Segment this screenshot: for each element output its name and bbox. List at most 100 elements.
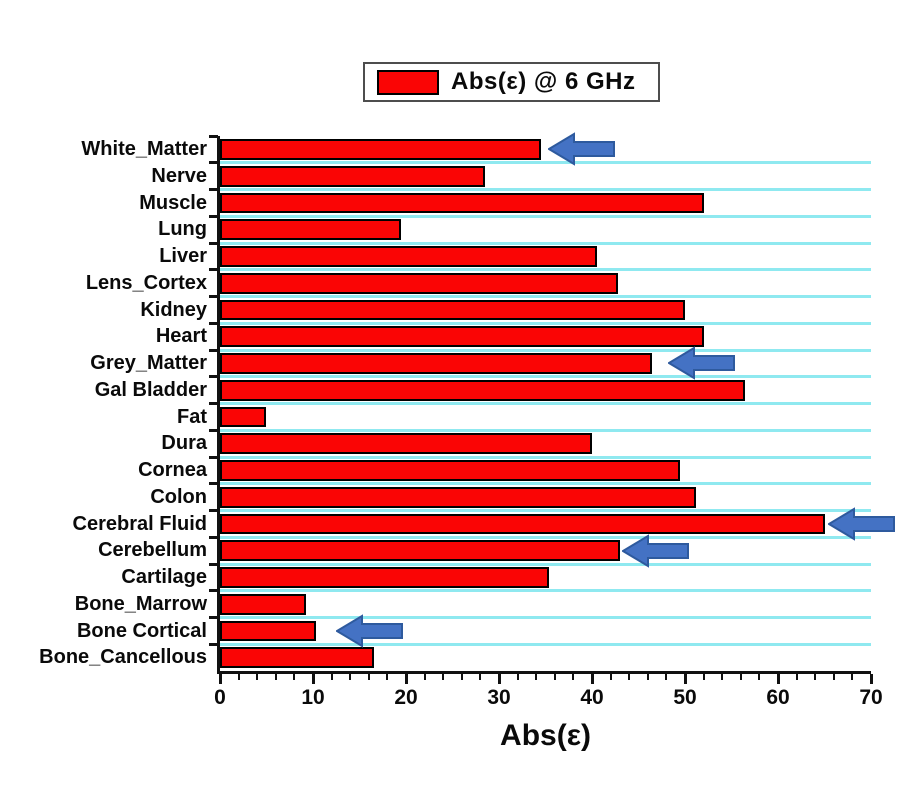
left-arrow-icon xyxy=(827,507,895,546)
gridline xyxy=(220,241,871,245)
bar xyxy=(220,647,375,668)
x-minor-tick xyxy=(665,674,668,680)
category-label: Cerebral Fluid xyxy=(72,512,207,535)
bar xyxy=(220,433,592,454)
x-tick-label: 30 xyxy=(487,686,511,709)
gridline xyxy=(220,535,871,539)
legend-swatch xyxy=(377,69,439,95)
gridline xyxy=(220,321,871,325)
x-tick-label: 20 xyxy=(394,686,418,709)
category-label: Kidney xyxy=(140,298,207,321)
y-tick xyxy=(209,642,218,646)
x-minor-tick xyxy=(479,674,482,680)
bar xyxy=(220,272,619,294)
bar xyxy=(220,567,550,588)
x-tick-label: 40 xyxy=(580,686,604,709)
bar xyxy=(220,406,266,428)
y-tick xyxy=(209,321,218,325)
bar xyxy=(220,513,825,535)
category-label: Cornea xyxy=(138,459,207,481)
bar xyxy=(220,165,486,187)
x-minor-tick xyxy=(832,674,835,680)
x-major-tick xyxy=(590,674,594,684)
y-tick xyxy=(209,402,218,405)
category-label: Nerve xyxy=(151,164,207,187)
x-minor-tick xyxy=(795,674,798,680)
x-major-tick xyxy=(869,674,873,684)
x-minor-tick xyxy=(460,674,463,680)
x-minor-tick xyxy=(330,674,333,680)
bar xyxy=(220,486,697,508)
x-minor-tick xyxy=(609,674,612,680)
gridline xyxy=(220,589,871,593)
x-tick-label: 0 xyxy=(214,686,226,709)
y-tick xyxy=(209,589,218,593)
gridline xyxy=(220,268,871,272)
bar xyxy=(220,540,620,561)
bar xyxy=(220,299,685,321)
category-labels: White_Matter Nerve Muscle Lung Liver Lens_Cor… xyxy=(0,136,207,671)
bar xyxy=(220,620,316,642)
x-minor-tick xyxy=(442,674,445,680)
plot-area: Abs(ε) 0 10 20 30 40 50 60 70 xyxy=(209,134,883,752)
gridline xyxy=(220,348,871,352)
legend: Abs(ε) @ 6 GHz xyxy=(363,62,660,102)
x-tick-label: 60 xyxy=(766,686,790,709)
left-arrow-icon xyxy=(547,132,616,171)
bar xyxy=(220,379,745,401)
category-label: Liver xyxy=(159,245,207,267)
category-label: Fat xyxy=(177,405,207,428)
x-minor-tick xyxy=(702,674,705,680)
y-tick xyxy=(209,509,218,512)
category-label: Cerebellum xyxy=(98,539,207,562)
bar xyxy=(220,353,653,374)
x-minor-tick xyxy=(237,674,240,680)
y-tick xyxy=(209,241,218,245)
gridline xyxy=(220,295,871,298)
gridline xyxy=(220,509,871,512)
category-label: Muscle xyxy=(139,191,207,214)
x-minor-tick xyxy=(739,674,742,680)
x-minor-tick xyxy=(423,674,426,680)
category-label: Lens_Cortex xyxy=(85,271,207,294)
category-label: Bone Cortical xyxy=(76,619,207,642)
x-major-tick xyxy=(776,674,780,684)
x-minor-tick xyxy=(256,674,259,680)
gridline xyxy=(220,562,871,566)
category-label: Grey_Matter xyxy=(90,352,207,374)
x-axis-title: Abs(ε) xyxy=(500,719,591,752)
x-minor-tick xyxy=(628,674,631,680)
x-minor-tick xyxy=(721,674,724,680)
x-major-tick xyxy=(683,674,687,684)
gridline xyxy=(220,161,871,165)
gridline xyxy=(220,455,871,459)
x-minor-tick xyxy=(851,674,854,680)
x-minor-tick xyxy=(646,674,649,680)
x-minor-tick xyxy=(293,674,296,680)
y-tick xyxy=(209,482,218,486)
bar xyxy=(220,246,597,267)
x-minor-tick xyxy=(553,674,556,680)
gridline xyxy=(220,642,871,646)
x-minor-tick xyxy=(516,674,519,680)
y-tick xyxy=(209,161,218,165)
category-label: Bone_Marrow xyxy=(74,592,207,615)
x-minor-tick xyxy=(367,674,370,680)
gridline xyxy=(220,428,871,432)
x-major-tick xyxy=(311,674,315,684)
x-tick-label: 10 xyxy=(301,686,325,709)
x-minor-tick xyxy=(535,674,538,680)
bar xyxy=(220,593,307,615)
y-tick xyxy=(209,134,218,138)
x-minor-tick xyxy=(814,674,817,680)
category-label: Colon xyxy=(150,485,207,508)
gridline xyxy=(220,375,871,379)
category-label: Gal Bladder xyxy=(94,378,207,401)
left-arrow-icon xyxy=(620,533,689,573)
category-label: Cartilage xyxy=(121,566,207,588)
y-tick xyxy=(209,188,218,191)
left-arrow-icon xyxy=(335,614,404,653)
x-minor-tick xyxy=(274,674,277,680)
gridline xyxy=(220,188,871,191)
category-label: Dura xyxy=(161,432,207,455)
